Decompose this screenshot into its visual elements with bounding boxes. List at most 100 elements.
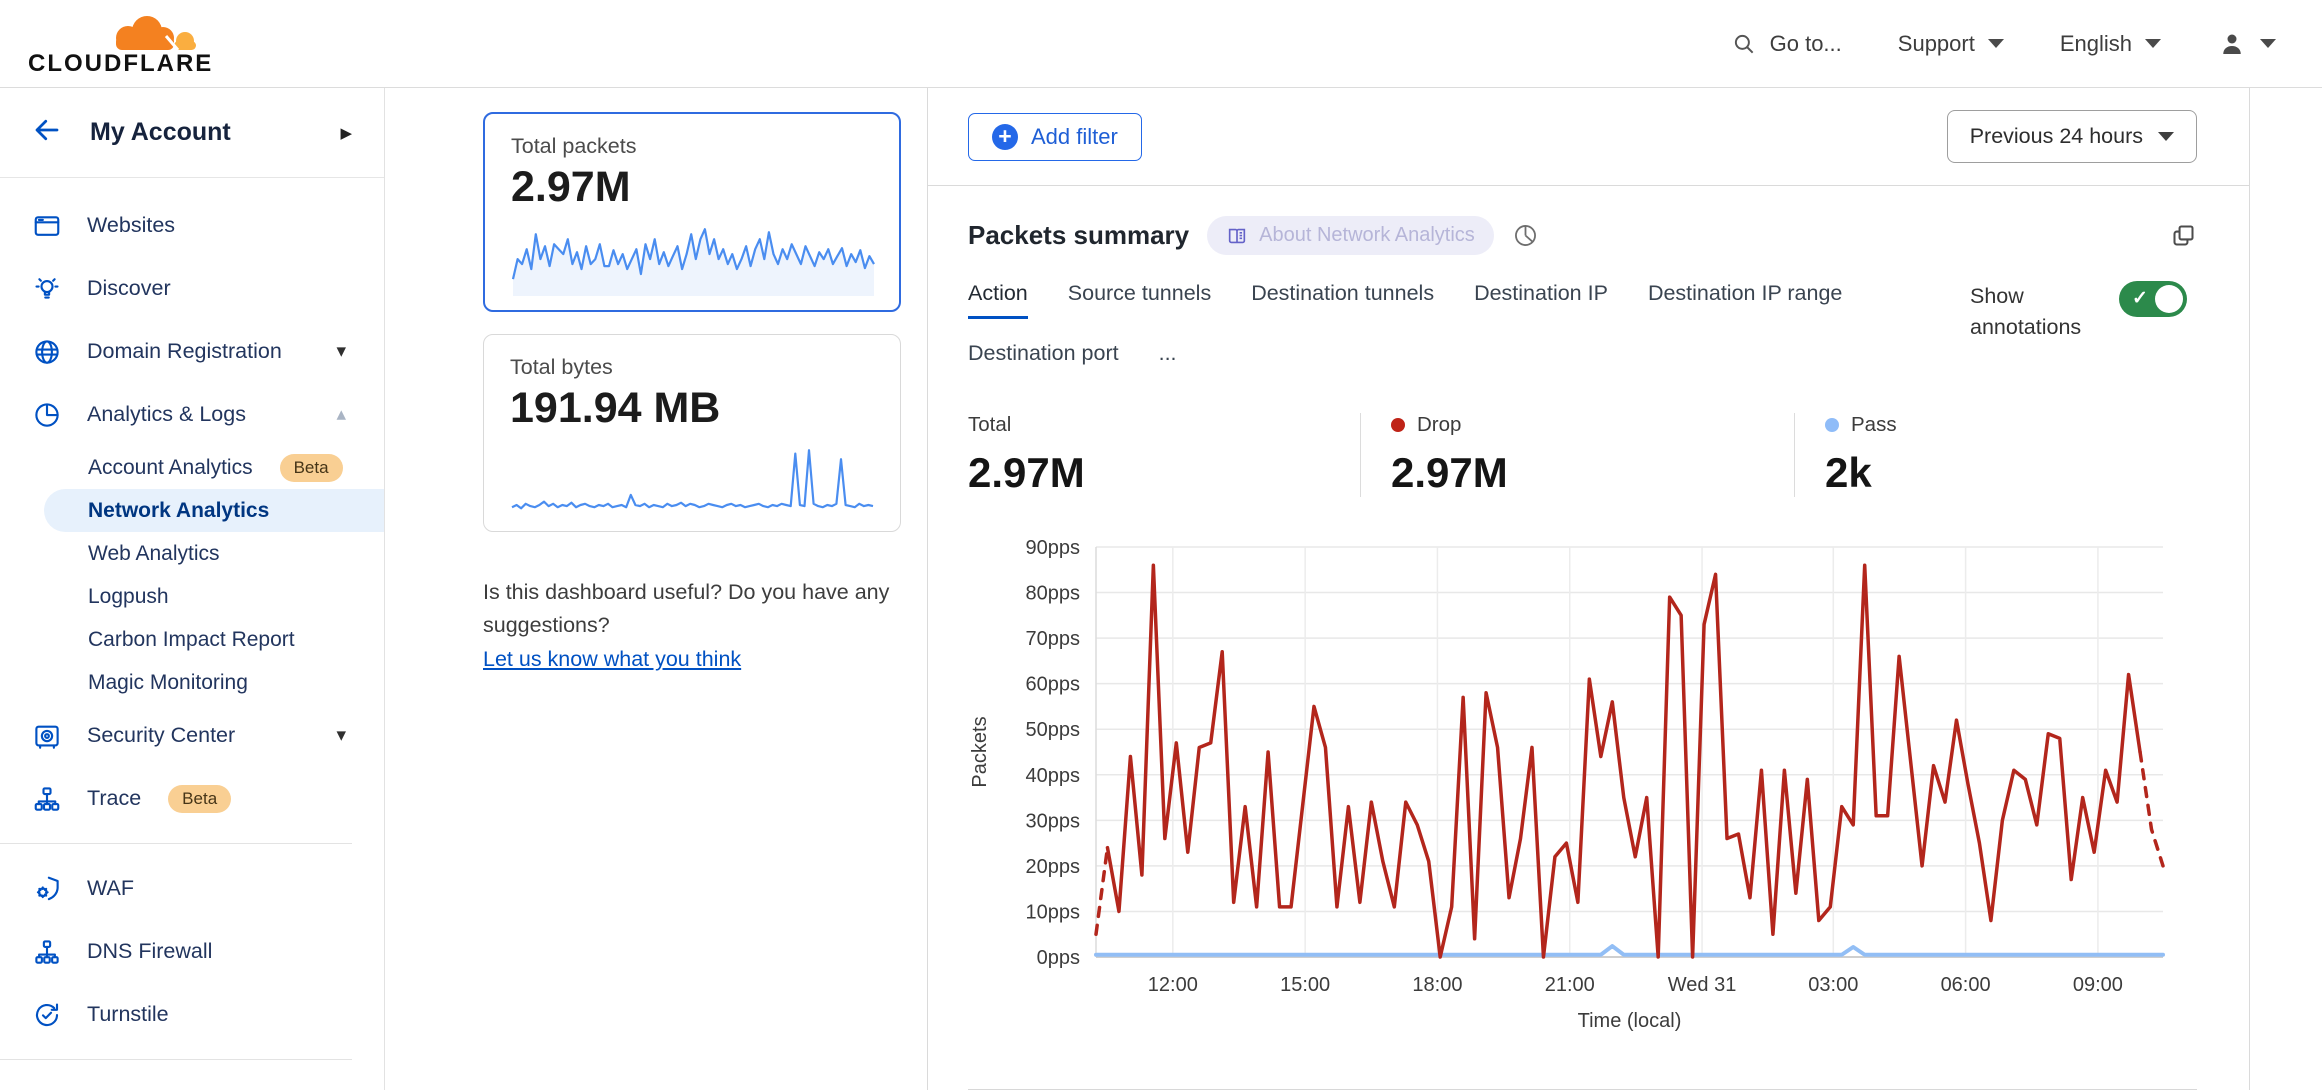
svg-text:20pps: 20pps <box>1026 856 1081 878</box>
feedback-question: Is this dashboard useful? Do you have an… <box>483 580 890 638</box>
tab-destination-ip-range[interactable]: Destination IP range <box>1647 281 1843 305</box>
user-icon <box>2217 29 2247 59</box>
chevron-right-icon[interactable]: ▶ <box>340 124 352 142</box>
sidebar-item-label: Web Analytics <box>88 541 220 565</box>
svg-text:21:00: 21:00 <box>1545 974 1595 996</box>
sidebar-item-dns-firewall[interactable]: DNS Firewall <box>0 920 384 983</box>
sidebar-item-waf[interactable]: WAF <box>0 857 384 920</box>
time-range-dropdown[interactable]: Previous 24 hours <box>1946 110 2197 163</box>
sidebar-item-label: Carbon Impact Report <box>88 627 295 651</box>
sidebar-item-label: Discover <box>87 276 171 300</box>
packets-chart: 0pps 10pps 20pps 30pps 40pps 50pps 60pps 70pps 8… <box>968 525 2197 1036</box>
account-header: My Account ▶ <box>0 88 384 178</box>
add-filter-button[interactable]: + Add filter <box>968 112 1142 161</box>
feedback-link[interactable]: Let us know what you think <box>483 646 742 671</box>
sidebar-item-account-analytics[interactable]: Account Analytics Beta <box>0 446 384 489</box>
sidebar-item-label: WAF <box>87 876 134 900</box>
tab-destination-tunnels[interactable]: Destination tunnels <box>1251 281 1435 305</box>
svg-text:10pps: 10pps <box>1026 901 1081 923</box>
legend-dot-drop <box>1391 418 1405 432</box>
sidebar-item-trace[interactable]: Trace Beta <box>0 767 384 830</box>
sidebar-item-discover[interactable]: Discover <box>0 257 384 320</box>
total-bytes-title: Total bytes <box>510 355 613 379</box>
sidebar-item-label: Turnstile <box>87 1002 169 1026</box>
total-bytes-card[interactable]: Total bytes 191.94 MB <box>483 334 901 532</box>
cloudflare-cloud-icon <box>116 15 196 51</box>
sidebar-divider <box>0 1059 352 1060</box>
svg-text:80pps: 80pps <box>1026 583 1081 605</box>
sidebar: My Account ▶ Websites Discover Domain Regi… <box>0 88 385 1090</box>
about-badge-label: About Network Analytics <box>1259 224 1475 246</box>
tab-destination-port[interactable]: Destination port <box>968 341 1119 365</box>
caret-down-icon: ▾ <box>336 341 346 362</box>
sidebar-item-websites[interactable]: Websites <box>0 194 384 257</box>
show-annotations-toggle[interactable]: ✓ <box>2119 281 2187 317</box>
account-menu[interactable] <box>2217 29 2276 59</box>
legend-dot-pass <box>1825 418 1839 432</box>
browser-icon <box>32 211 62 241</box>
svg-text:0pps: 0pps <box>1037 947 1080 969</box>
pie-chart-icon[interactable] <box>1512 222 1539 249</box>
about-network-analytics-badge[interactable]: About Network Analytics <box>1207 216 1494 255</box>
pie-icon <box>32 400 62 430</box>
go-to-search[interactable]: Go to... <box>1731 31 1842 57</box>
svg-text:Wed 31: Wed 31 <box>1668 974 1737 996</box>
sidebar-item-label: Logpush <box>88 584 169 608</box>
safe-icon <box>32 721 62 751</box>
breakdown-tabs: Action Source tunnels Destination tunnels D… <box>968 281 1968 379</box>
summary-column: Total packets 2.97M Total bytes 191.94 M… <box>385 88 927 1090</box>
tab-action[interactable]: Action <box>968 281 1028 319</box>
tab-source-tunnels[interactable]: Source tunnels <box>1067 281 1212 305</box>
total-packets-value: 2.97M <box>511 163 631 211</box>
account-title[interactable]: My Account <box>90 118 231 146</box>
sidebar-item-carbon-impact-report[interactable]: Carbon Impact Report <box>0 618 384 661</box>
svg-text:03:00: 03:00 <box>1808 974 1858 996</box>
sidebar-item-label: Domain Registration <box>87 339 282 363</box>
sidebar-item-magic-monitoring[interactable]: Magic Monitoring <box>0 661 384 704</box>
language-menu[interactable]: English <box>2060 31 2161 57</box>
main-content: + Add filter Previous 24 hours Packets s… <box>927 88 2250 1090</box>
sidebar-item-web-analytics[interactable]: Web Analytics <box>0 532 384 575</box>
beta-badge: Beta <box>168 784 232 813</box>
chevron-down-icon <box>2158 132 2174 141</box>
support-menu[interactable]: Support <box>1898 31 2004 57</box>
stat-label: Total <box>968 413 1012 436</box>
sidebar-item-logpush[interactable]: Logpush <box>0 575 384 618</box>
cloudflare-wordmark: CLOUDFLARE <box>28 49 214 77</box>
top-header: CLOUDFLARE Go to... Support English <box>0 0 2322 88</box>
svg-text:30pps: 30pps <box>1026 810 1081 832</box>
back-arrow-icon[interactable] <box>32 115 62 150</box>
time-range-label: Previous 24 hours <box>1969 124 2143 148</box>
sidebar-item-security-center[interactable]: Security Center ▾ <box>0 704 384 767</box>
waf-icon <box>32 874 62 904</box>
sidebar-divider <box>0 843 352 844</box>
sidebar-item-domain-registration[interactable]: Domain Registration ▾ <box>0 320 384 383</box>
add-filter-label: Add filter <box>1031 123 1118 149</box>
sidebar-item-analytics-logs[interactable]: Analytics & Logs ▴ <box>0 383 384 446</box>
show-annotations-control: Show annotations ✓ <box>1970 281 2187 343</box>
total-packets-title: Total packets <box>511 134 637 158</box>
expand-panel-icon[interactable] <box>2170 222 2197 249</box>
panel-title: Packets summary <box>968 220 1190 250</box>
search-icon <box>1731 31 1757 57</box>
sidebar-item-turnstile[interactable]: Turnstile <box>0 983 384 1046</box>
sidebar-item-label: Network Analytics <box>88 498 270 522</box>
turnstile-icon <box>32 1000 62 1030</box>
sidebar-item-label: Analytics & Logs <box>87 402 246 426</box>
tab-more[interactable]: ... <box>1158 341 1177 365</box>
stat-value: 2k <box>1825 449 1872 496</box>
total-packets-card[interactable]: Total packets 2.97M <box>483 112 901 312</box>
tab-destination-ip[interactable]: Destination IP <box>1474 281 1608 305</box>
dns-icon <box>32 937 62 967</box>
svg-text:90pps: 90pps <box>1026 537 1081 559</box>
chevron-down-icon <box>1987 39 2004 48</box>
caret-down-icon: ▾ <box>336 725 346 746</box>
sidebar-item-more[interactable] <box>0 1073 384 1090</box>
go-to-label: Go to... <box>1769 30 1842 56</box>
stats-row: Total 2.97M Drop 2.97M Pass 2k <box>968 413 2197 497</box>
svg-text:09:00: 09:00 <box>2073 974 2123 996</box>
sidebar-item-network-analytics[interactable]: Network Analytics <box>44 489 384 532</box>
cloudflare-logo[interactable]: CLOUDFLARE <box>28 12 213 76</box>
svg-text:40pps: 40pps <box>1026 765 1081 787</box>
packets-summary-panel: Packets summary About Network Analytics … <box>928 186 2249 1090</box>
